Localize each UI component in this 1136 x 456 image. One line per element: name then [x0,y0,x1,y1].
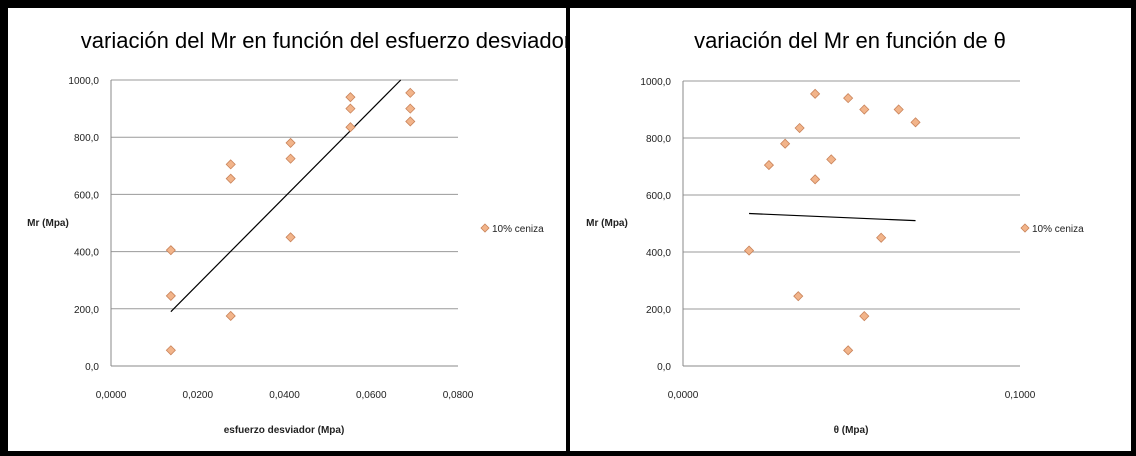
data-point [285,137,296,148]
data-point [843,345,854,356]
data-point [910,117,921,128]
x-tick-label: 0,0600 [356,390,387,401]
y-tick-label: 200,0 [646,305,671,316]
y-axis-label: Mr (Mpa) [586,218,628,229]
y-tick-label: 0,0 [657,362,671,373]
x-axis-label: esfuerzo desviador (Mpa) [224,425,345,436]
x-tick-label: 0,1000 [1005,390,1036,401]
data-point [780,138,791,149]
scatter-chart-esfuerzo: variación del Mr en función del esfuerzo… [27,28,566,436]
chart-panel-right: variación del Mr en función de θ 0,0 200,0… [570,8,1131,451]
data-point [225,310,236,322]
legend-marker [1020,223,1030,233]
legend-marker [480,223,490,233]
scatter-chart-theta: variación del Mr en función de θ 0,0 200,0… [586,28,1084,436]
data-point [876,232,887,243]
y-tick-label: 600,0 [646,191,671,202]
data-point [859,311,870,322]
data-point [763,160,775,171]
y-tick-label: 400,0 [646,248,671,259]
chart-title: variación del Mr en función del esfuerzo… [81,28,566,53]
data-point [165,245,176,256]
data-point [225,173,236,184]
chart-title: variación del Mr en función de θ [694,28,1006,53]
data-point [345,92,356,103]
data-point [405,116,416,127]
data-point [826,154,837,165]
data-point [859,104,870,115]
data-point [285,232,296,243]
data-point [405,103,416,114]
legend-label: 10% ceniza [1032,224,1084,235]
x-tick-label: 0,0200 [182,390,213,401]
y-tick-label: 200,0 [74,305,99,316]
y-tick-label: 1000,0 [68,76,99,87]
data-point [165,345,176,356]
y-tick-label: 1000,0 [640,77,671,88]
data-point [165,290,176,301]
x-tick-label: 0,0800 [443,390,474,401]
data-point [405,87,416,98]
trendline [749,212,916,222]
data-point [893,104,904,115]
data-point [843,93,854,104]
y-tick-label: 0,0 [85,362,99,373]
x-tick-label: 0,0400 [269,390,300,401]
x-tick-label: 0,0000 [96,390,127,401]
data-point [285,153,296,164]
x-tick-label: 0,0000 [668,390,699,401]
data-point [345,103,356,114]
legend-label: 10% ceniza [492,224,544,235]
data-point [743,245,755,256]
data-point [794,122,805,134]
data-point [225,159,236,170]
chart-panel-left: variación del Mr en función del esfuerzo… [8,8,566,451]
data-point [345,122,356,133]
y-tick-label: 400,0 [74,248,99,259]
y-tick-label: 800,0 [74,133,99,144]
data-point [810,174,821,185]
data-point [793,291,804,302]
y-tick-label: 600,0 [74,190,99,201]
data-point [810,88,821,99]
trendline [170,79,402,313]
y-axis-label: Mr (Mpa) [27,218,69,229]
y-tick-label: 800,0 [646,134,671,145]
x-axis-label: θ (Mpa) [834,425,869,436]
